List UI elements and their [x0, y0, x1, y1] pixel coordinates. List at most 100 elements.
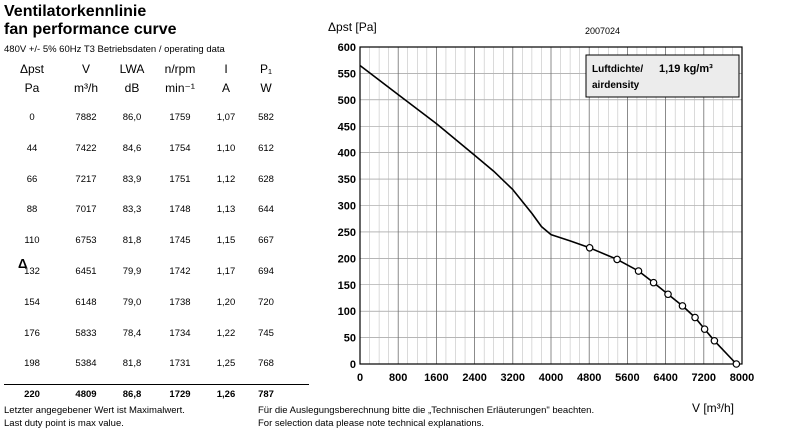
table-cell: 198: [24, 358, 40, 370]
x-tick-label: 2400: [462, 372, 486, 384]
column-header-name: n/rpm: [164, 62, 196, 76]
duty-point-marker: [691, 313, 699, 322]
y-tick-label: 500: [338, 95, 356, 107]
x-tick-label: 5600: [615, 372, 639, 384]
delta-marker: Δ: [18, 256, 28, 271]
y-tick-label: 400: [338, 148, 356, 160]
table-cell: 768: [258, 358, 274, 370]
y-tick-label: 450: [338, 121, 356, 133]
table-cell: 1,22: [216, 327, 236, 339]
table-cell: 5833: [75, 327, 97, 339]
table-cell: 628: [258, 173, 274, 185]
y-tick-label: 150: [338, 280, 356, 292]
table-cell: 745: [258, 327, 274, 339]
table-cell: 7217: [75, 173, 97, 185]
table-cell: 1745: [169, 235, 191, 247]
column-header-name: I: [224, 62, 228, 76]
table-cell: 83,9: [122, 173, 142, 185]
table-cell: 1748: [169, 204, 191, 216]
y-tick-label: 550: [338, 68, 356, 80]
table-cell: 88: [26, 204, 38, 216]
table-cell: 5384: [75, 358, 97, 370]
table-cell: 220: [24, 389, 40, 401]
table-cell: 83,3: [122, 204, 142, 216]
column-header-unit: min⁻¹: [165, 81, 195, 95]
chart-title-german: Ventilatorkennlinie: [4, 3, 147, 20]
annotation-airdensity-value: 1,19 kg/m³: [659, 63, 713, 75]
duty-point-marker: [664, 290, 672, 299]
x-tick-label: 1600: [424, 372, 448, 384]
footer-note-german-right: Für die Auslegungsberechnung bitte die „…: [258, 405, 595, 416]
x-tick-label: 3200: [501, 372, 525, 384]
duty-point-marker: [649, 278, 658, 287]
duty-point-marker: [678, 302, 687, 310]
table-cell: 1,25: [216, 358, 236, 370]
y-tick-label: 50: [344, 333, 356, 345]
y-tick-label: 350: [338, 174, 356, 186]
table-cell: 1,20: [216, 296, 236, 308]
table-cell: 132: [24, 266, 40, 277]
operating-data-subtitle: 480V +/- 5% 60Hz T3 Betriebsdaten / oper…: [4, 44, 225, 55]
x-tick-label: 7200: [692, 372, 716, 384]
table-cell: 84,6: [122, 142, 142, 154]
table-cell: 7422: [75, 142, 97, 154]
plot-frame: [359, 46, 743, 365]
table-cell: 79,9: [122, 266, 142, 277]
y-tick-label: 0: [350, 359, 356, 371]
document-id: 2007024: [585, 26, 621, 36]
table-cell: 7017: [75, 204, 97, 216]
column-header-name: Δpst: [19, 62, 45, 76]
duty-point-marker: [732, 360, 741, 368]
fan-curve-line: [359, 64, 737, 365]
table-cell: 6753: [75, 235, 97, 247]
table-cell: 582: [258, 112, 274, 123]
footer-note-english-right: For selection data please note technical…: [258, 418, 485, 429]
table-bottom-rule: [4, 384, 309, 385]
duty-point-marker: [710, 336, 719, 345]
column-header-unit: W: [260, 81, 272, 95]
y-tick-label: 100: [338, 306, 356, 318]
table-cell: 110: [24, 235, 40, 247]
column-header-name: P₁: [259, 62, 273, 76]
x-tick-label: 0: [357, 372, 363, 384]
table-cell: 694: [258, 266, 274, 277]
y-tick-label: 250: [338, 227, 356, 239]
x-axis-label: V [m³/h]: [692, 401, 734, 415]
table-cell: 7882: [75, 112, 97, 123]
y-tick-label: 200: [338, 253, 356, 265]
table-cell: 1,12: [216, 173, 236, 185]
column-header-unit: dB: [124, 81, 140, 95]
x-tick-label: 6400: [653, 372, 677, 384]
airdensity-annotation-box: [585, 54, 740, 98]
column-header-unit: A: [221, 81, 230, 95]
table-cell: 1,17: [216, 266, 236, 277]
column-header-unit: Pa: [24, 81, 40, 95]
duty-point-marker: [634, 267, 643, 275]
table-cell: 1731: [169, 358, 191, 370]
footer-note-german-left: Letzter angegebener Wert ist Maximalwert…: [4, 405, 185, 416]
table-cell: 667: [258, 235, 274, 247]
table-cell: 1,26: [216, 389, 236, 401]
y-tick-label: 300: [338, 201, 356, 213]
y-tick-label: 600: [338, 42, 356, 54]
table-cell: 78,4: [122, 327, 142, 339]
table-cell: 1,07: [216, 112, 236, 123]
table-cell: 6148: [75, 296, 97, 308]
table-cell: 644: [258, 204, 274, 216]
chart-title-english: fan performance curve: [4, 21, 177, 38]
annotation-airdensity-label-en: airdensity: [592, 80, 640, 91]
duty-point-marker: [613, 255, 621, 264]
table-cell: 4809: [75, 389, 97, 401]
table-cell: 612: [258, 142, 274, 154]
duty-point-marker: [700, 325, 709, 333]
table-cell: 86,0: [122, 112, 142, 123]
x-tick-label: 800: [389, 372, 407, 384]
table-cell: 1738: [169, 296, 191, 308]
footer-note-english-left: Last duty point is max value.: [4, 418, 124, 429]
table-cell: 6451: [75, 266, 97, 277]
table-cell: 1734: [169, 327, 191, 339]
duty-point-marker: [585, 243, 594, 252]
table-cell: 79,0: [122, 296, 142, 308]
